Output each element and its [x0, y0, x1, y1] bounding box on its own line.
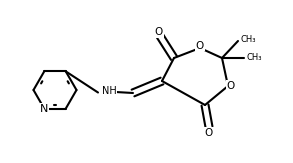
Text: O: O	[196, 40, 204, 51]
Text: O: O	[227, 81, 235, 91]
Text: NH: NH	[102, 86, 116, 96]
Text: CH₃: CH₃	[247, 53, 263, 62]
Text: O: O	[205, 127, 213, 138]
Text: O: O	[155, 27, 163, 37]
Text: N: N	[40, 104, 48, 114]
Text: CH₃: CH₃	[241, 36, 256, 44]
